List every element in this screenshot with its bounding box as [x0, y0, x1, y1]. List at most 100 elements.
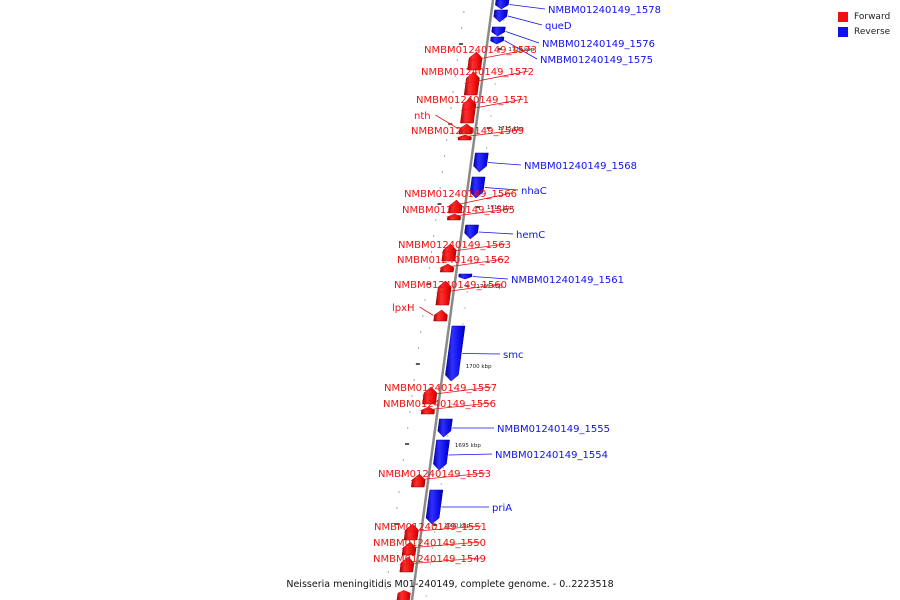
gene-nhaC[interactable]: nhaC	[469, 176, 547, 199]
reverse-gene-arrow[interactable]	[445, 325, 466, 382]
forward-gene-arrow[interactable]	[467, 51, 483, 71]
legend: Forward Reverse	[838, 9, 900, 39]
gene-label[interactable]: NMBM01240149_1569	[411, 126, 524, 137]
reverse-gene-arrow[interactable]	[473, 152, 489, 173]
gene-label[interactable]: smc	[503, 350, 523, 361]
gene-NMBM01240149_1556[interactable]: NMBM01240149_1556	[383, 399, 496, 415]
reverse-gene-arrow[interactable]	[490, 36, 505, 45]
reverse-gene-arrow[interactable]	[464, 224, 479, 240]
gene-leader-line	[435, 114, 459, 130]
reverse-gene-arrow[interactable]	[458, 273, 473, 280]
gene-label[interactable]: NMBM01240149_1571	[416, 95, 529, 106]
gene-leader-line	[507, 15, 543, 26]
gene-label[interactable]: queD	[545, 21, 572, 32]
gene-label[interactable]: hemC	[516, 230, 545, 241]
gene-NMBM01240149_1573[interactable]: NMBM01240149_1573	[424, 45, 537, 71]
gene-label[interactable]: NMBM01240149_1554	[495, 450, 608, 461]
gene-label[interactable]: NMBM01240149_1557	[384, 383, 497, 394]
forward-gene-arrow[interactable]	[422, 386, 438, 405]
gene-NMBM01240149_1572[interactable]: NMBM01240149_1572	[421, 67, 534, 96]
legend-label: Reverse	[854, 26, 891, 37]
reverse-gene-arrow[interactable]	[425, 489, 444, 525]
gene-leader-line	[419, 306, 434, 316]
gene-label[interactable]: NMBM01240149_1560	[394, 280, 507, 291]
forward-gene-arrow[interactable]	[420, 406, 435, 415]
gene-smc[interactable]: smc	[445, 325, 523, 382]
forward-gene-arrow[interactable]	[410, 473, 426, 488]
gene-NMBM01240149_1575[interactable]: NMBM01240149_1575	[490, 36, 653, 66]
gene-NMBM01240149_1549[interactable]: NMBM01240149_1549	[373, 554, 486, 573]
gene-label[interactable]: NMBM01240149_1576	[542, 39, 655, 50]
forward-gene-arrow[interactable]	[401, 541, 417, 556]
gene-NMBM01240149_1551[interactable]: NMBM01240149_1551	[374, 522, 487, 541]
gene-label[interactable]: lpxH	[392, 303, 415, 314]
forward-gene-arrow[interactable]	[458, 123, 473, 135]
gene-label[interactable]: NMBM01240149_1575	[540, 55, 653, 66]
legend-item-forward: Forward	[838, 9, 900, 24]
gene-NMBM01240149_1554[interactable]: NMBM01240149_1554	[433, 439, 608, 471]
scale-label: 1710 kbp	[487, 205, 513, 211]
forward-gene-arrow[interactable]	[447, 199, 463, 214]
gene-label[interactable]: NMBM01240149_1578	[548, 5, 661, 16]
forward-gene-arrow[interactable]	[435, 280, 452, 306]
gene-leader-line	[464, 70, 529, 84]
gene-label[interactable]: NMBM01240149_1550	[373, 538, 486, 549]
gene-label[interactable]: nhaC	[521, 186, 547, 197]
gene-label[interactable]: NMBM01240149_1562	[397, 255, 510, 266]
reverse-gene-arrow[interactable]	[433, 439, 450, 471]
gene-NMBM01240149_1557[interactable]: NMBM01240149_1557	[384, 383, 497, 405]
forward-gene-arrow[interactable]	[441, 243, 457, 262]
gene-NMBM01240149_1560[interactable]: NMBM01240149_1560	[394, 280, 507, 306]
gene-NMBM01240149_1553[interactable]: NMBM01240149_1553	[378, 469, 491, 488]
forward-gene-arrow[interactable]	[439, 263, 455, 273]
gene-label[interactable]: NMBM01240149_1553	[378, 469, 491, 480]
gene-label[interactable]: NMBM01240149_1555	[497, 424, 610, 435]
gene-leader-line	[411, 472, 486, 481]
gene-nth[interactable]: nth	[414, 111, 473, 135]
gene-NMBM01240149_1578[interactable]: NMBM01240149_1578	[495, 0, 661, 16]
gene-label[interactable]: NMBM01240149_1549	[373, 554, 486, 565]
gene-label[interactable]: NMBM01240149_1573	[424, 45, 537, 56]
gene-queD[interactable]: queD	[493, 9, 572, 32]
gene-label[interactable]: nth	[414, 111, 431, 122]
gene-NMBM01240149_1562[interactable]: NMBM01240149_1562	[397, 255, 510, 273]
gene-NMBM01240149_1561[interactable]: NMBM01240149_1561	[458, 273, 624, 286]
gene-NMBM01240149_1565[interactable]: NMBM01240149_1565	[402, 205, 515, 221]
gene-hemC[interactable]: hemC	[464, 224, 546, 241]
gene-label[interactable]: priA	[492, 503, 512, 514]
scale-label: 1705 kbp	[476, 284, 502, 290]
gene-NMBM01240149_1569[interactable]: NMBM01240149_1569	[411, 126, 524, 141]
gene-NMBM01240149_1555[interactable]: NMBM01240149_1555	[437, 418, 610, 438]
gene-label[interactable]: NMBM01240149_1568	[524, 161, 637, 172]
forward-gene-arrow[interactable]	[460, 97, 477, 124]
gene-label[interactable]: NMBM01240149_1563	[398, 240, 511, 251]
forward-gene-arrow[interactable]	[399, 556, 415, 573]
gene-NMBM01240149_1550[interactable]: NMBM01240149_1550	[373, 538, 486, 556]
gene-leader-line	[457, 129, 519, 138]
scale-label: 1715 kbp	[498, 126, 524, 132]
gene-NMBM01240149_1571[interactable]: NMBM01240149_1571	[416, 95, 529, 124]
reverse-gene-arrow[interactable]	[437, 418, 453, 438]
forward-gene-arrow[interactable]	[463, 71, 480, 96]
gene-label[interactable]: NMBM01240149_1572	[421, 67, 534, 78]
gene-NMBM01240149_1568[interactable]: NMBM01240149_1568	[473, 152, 637, 173]
forward-gene-arrow[interactable]	[403, 523, 419, 541]
reverse-gene-arrow[interactable]	[495, 0, 510, 10]
forward-gene-arrow[interactable]	[396, 590, 411, 600]
gene-label[interactable]: NMBM01240149_1556	[383, 399, 496, 410]
gene-lpxH[interactable]: lpxH	[392, 303, 448, 322]
gene-label[interactable]: NMBM01240149_1551	[374, 522, 487, 533]
gene-label[interactable]: NMBM01240149_1566	[404, 189, 517, 200]
gene-NMBM01240149_1576[interactable]: NMBM01240149_1576	[491, 26, 655, 50]
gene-NMBM01240149_1566[interactable]: NMBM01240149_1566	[404, 189, 517, 214]
legend-label: Forward	[854, 11, 891, 22]
reverse-gene-arrow[interactable]	[491, 26, 506, 37]
forward-gene-arrow[interactable]	[433, 309, 448, 322]
gene-priA[interactable]: priA	[425, 489, 512, 525]
gene-label[interactable]: NMBM01240149_1565	[402, 205, 515, 216]
reverse-gene-arrow[interactable]	[469, 176, 486, 199]
gene-NMBM01240149_1563[interactable]: NMBM01240149_1563	[398, 240, 511, 262]
reverse-gene-arrow[interactable]	[493, 9, 508, 23]
gene-label[interactable]: NMBM01240149_1561	[511, 275, 624, 286]
